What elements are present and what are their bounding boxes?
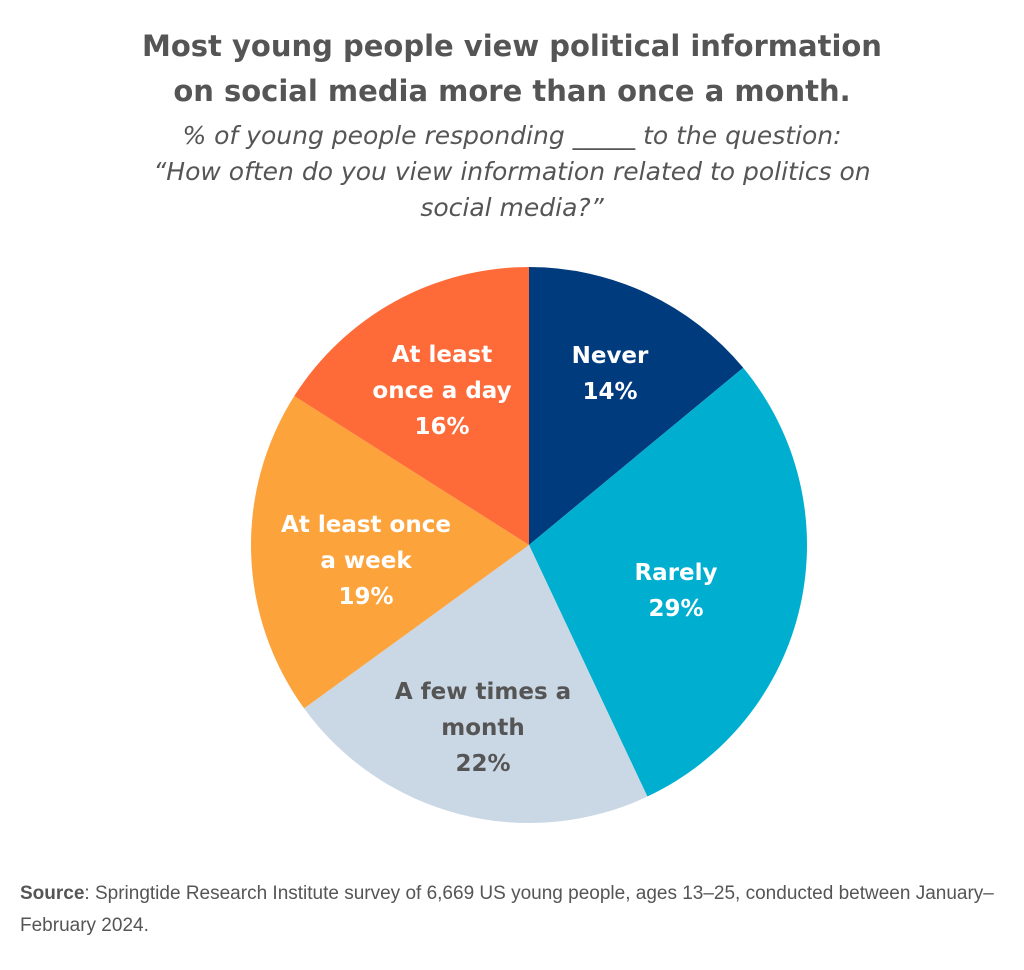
slice-value-label: 16%	[414, 414, 469, 440]
slice-label: Never 14%	[572, 343, 649, 405]
slice-category-label: Never	[572, 343, 649, 369]
slice-category-label: a week	[320, 548, 412, 574]
slice-category-label: once a day	[372, 378, 511, 404]
slice-value-label: 19%	[338, 584, 393, 610]
slice-category-label: At least	[392, 342, 493, 368]
pie-slice	[529, 367, 807, 797]
slice-value-label: 29%	[648, 596, 703, 622]
slice-category-label: month	[441, 715, 525, 741]
subtitle-line: “How often do you view information relat…	[153, 157, 871, 186]
pie-slice	[529, 267, 744, 545]
source-text: : Springtide Research Institute survey o…	[20, 883, 994, 936]
title-line: Most young people view political informa…	[142, 29, 882, 63]
source-label: Source	[20, 883, 85, 904]
pie-slice	[294, 267, 529, 545]
chart-title: Most young people view political informa…	[0, 24, 1024, 114]
slice-label: A few times a month 22%	[395, 679, 571, 777]
slice-category-label: A few times a	[395, 679, 571, 705]
slice-label: At least once a week 19%	[281, 512, 451, 610]
subtitle-line: % of young people responding _____ to th…	[182, 121, 842, 150]
source-note: Source: Springtide Research Institute su…	[20, 878, 1010, 942]
chart-subtitle: % of young people responding _____ to th…	[0, 118, 1024, 226]
pie-slice	[304, 545, 648, 824]
slice-category-label: At least once	[281, 512, 451, 538]
slice-value-label: 22%	[455, 751, 510, 777]
slice-label: Rarely 29%	[634, 560, 717, 622]
slice-value-label: 14%	[582, 379, 637, 405]
title-line: on social media more than once a month.	[173, 74, 851, 108]
slice-label: At least once a day 16%	[372, 342, 511, 440]
subtitle-line: social media?”	[420, 193, 604, 222]
slice-category-label: Rarely	[634, 560, 717, 586]
pie-slice	[251, 396, 529, 709]
